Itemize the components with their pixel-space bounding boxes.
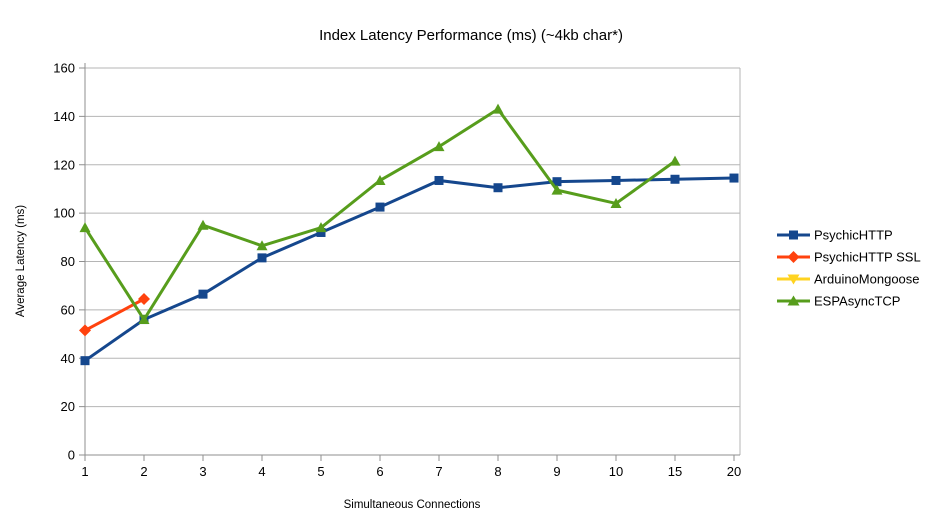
series-marker: [610, 197, 622, 208]
legend: PsychicHTTP PsychicHTTP SSL ArduinoMongo…: [777, 228, 921, 309]
series-marker: [493, 183, 503, 193]
y-tick-label: 100: [53, 206, 75, 221]
series-marker: [611, 175, 621, 185]
series-marker: [256, 240, 268, 251]
series-marker: [670, 174, 680, 184]
series-marker: [257, 253, 267, 263]
series-marker: [80, 356, 90, 366]
x-tick-label: 2: [140, 464, 147, 479]
series-marker: [138, 314, 150, 325]
y-tick-label: 40: [61, 351, 75, 366]
legend-label: PsychicHTTP: [814, 228, 893, 243]
legend-triangle-up-marker-icon: [787, 295, 800, 306]
series-line: [84, 176, 735, 362]
series-marker: [316, 227, 326, 237]
x-tick-label: 15: [668, 464, 682, 479]
series-marker: [551, 184, 563, 195]
x-tick-label: 6: [376, 464, 383, 479]
y-tick-label: 80: [61, 254, 75, 269]
x-tick-label: 8: [494, 464, 501, 479]
series-marker: [315, 222, 327, 233]
plot-area: 0 20 40 60 80 100 120 140 160 1 2 3 4 5 6 7 8 9 10 15 20: [53, 61, 741, 480]
x-tick-label: 3: [199, 464, 206, 479]
x-tick-label: 4: [258, 464, 265, 479]
legend-item-espasynctcp: ESPAsyncTCP: [777, 294, 900, 309]
series-marker: [79, 222, 91, 233]
y-tick-label: 160: [53, 61, 75, 76]
x-tick-label: 20: [727, 464, 741, 479]
series-marker: [375, 202, 385, 212]
x-tick-label: 9: [553, 464, 560, 479]
legend-item-psychichttp-ssl: PsychicHTTP SSL: [777, 250, 921, 265]
y-tick-label: 20: [61, 399, 75, 414]
chart-title: Index Latency Performance (ms) (~4kb cha…: [319, 27, 623, 44]
legend-label: PsychicHTTP SSL: [814, 250, 921, 265]
series-marker: [434, 175, 444, 185]
series-line: [83, 107, 676, 323]
series-marker: [197, 219, 209, 230]
series-marker: [729, 173, 739, 183]
legend-item-arduinomongoose: ArduinoMongoose: [777, 272, 920, 287]
series-marker: [433, 141, 445, 152]
y-tick-label: 120: [53, 157, 75, 172]
legend-triangle-down-marker-icon: [787, 274, 800, 285]
legend-diamond-marker-icon: [787, 251, 800, 263]
y-axis-title: Average Latency (ms): [15, 205, 27, 317]
series-marker: [198, 289, 208, 299]
series-marker: [374, 174, 386, 185]
series-marker: [138, 292, 150, 305]
x-tick-label: 1: [81, 464, 88, 479]
y-tick-label: 60: [61, 302, 75, 317]
y-tick-label: 140: [53, 109, 75, 124]
x-axis-title: Simultaneous Connections: [344, 499, 481, 511]
series-marker: [492, 103, 504, 114]
y-tick-label: 0: [68, 448, 75, 463]
legend-square-marker-icon: [789, 230, 798, 240]
legend-label: ArduinoMongoose: [814, 272, 920, 287]
x-tick-label: 5: [317, 464, 324, 479]
series-marker: [552, 177, 562, 187]
series-marker: [79, 324, 91, 337]
x-tick-label: 7: [435, 464, 442, 479]
legend-label: ESPAsyncTCP: [814, 294, 900, 309]
series-marker: [669, 155, 681, 166]
x-tick-label: 10: [609, 464, 623, 479]
legend-item-psychichttp: PsychicHTTP: [777, 228, 893, 243]
